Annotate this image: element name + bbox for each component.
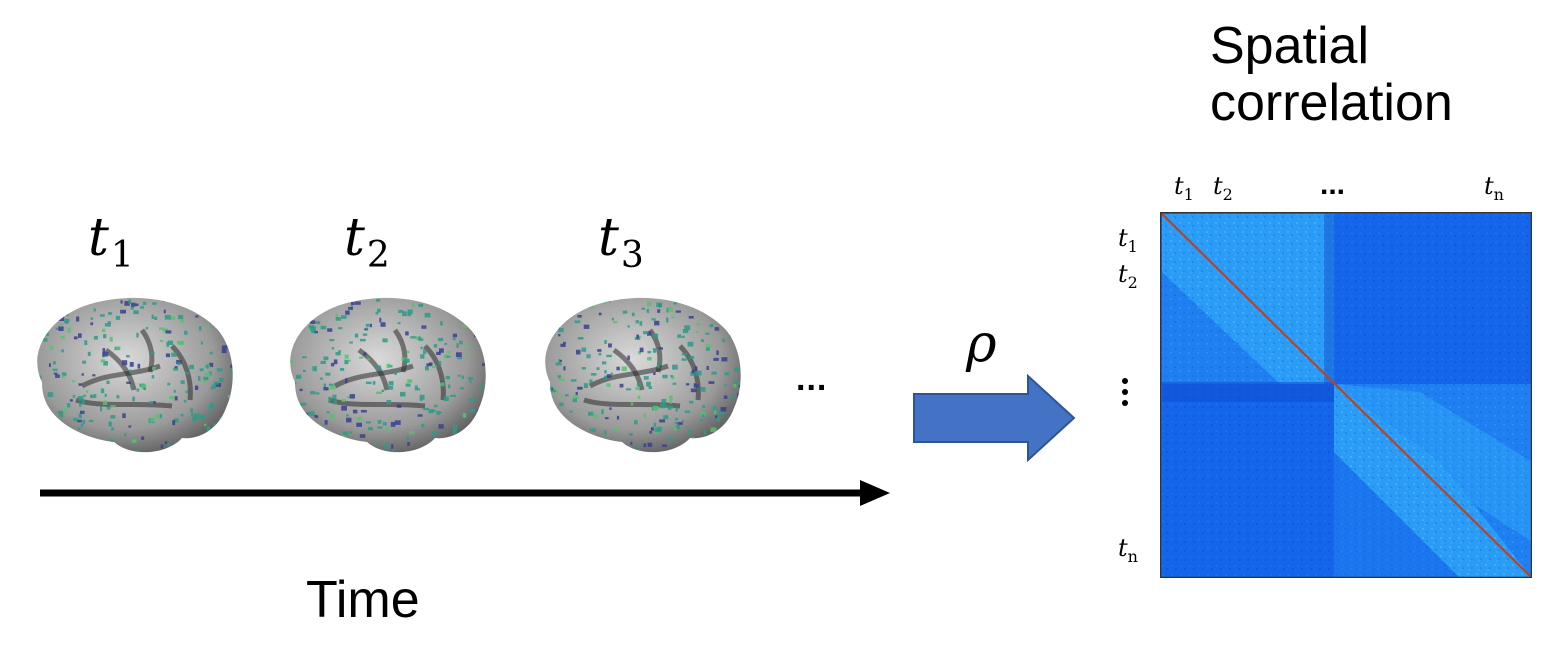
matrix-left-label-t2: t2: [1118, 260, 1138, 292]
matrix-left-ellipsis: [1122, 378, 1130, 411]
matrix-top-label-t2: t2: [1213, 172, 1233, 204]
brain-image-t2: [275, 290, 491, 465]
matrix-top-label-tn: tn: [1484, 172, 1504, 204]
brain-surface: [545, 297, 741, 453]
timepoint-label-3: t3: [598, 208, 644, 276]
time-axis-label: Time: [306, 571, 420, 629]
brain-ellipsis: ...: [796, 360, 828, 398]
matrix-title-line2: correlation: [1210, 74, 1453, 133]
matrix-title: Spatial correlation: [1210, 17, 1453, 133]
brain-image-t1: [22, 290, 238, 465]
transform-arrow: [913, 373, 1076, 463]
correlation-matrix: [1160, 212, 1532, 578]
matrix-left-label-tn: tn: [1118, 534, 1138, 566]
timepoint-label-1: t1: [88, 208, 134, 276]
timepoint-label-2: t2: [344, 208, 390, 276]
time-axis-arrow: [40, 480, 890, 506]
matrix-left-label-t1: t1: [1118, 224, 1138, 256]
correlation-operator-symbol: ρ: [966, 314, 997, 374]
matrix-top-ellipsis: ...: [1320, 168, 1346, 201]
matrix-diagonal: [1161, 213, 1531, 577]
brain-surface: [37, 297, 233, 453]
brain-image-t3: [530, 290, 746, 465]
matrix-top-label-t1: t1: [1174, 172, 1194, 204]
matrix-title-line1: Spatial: [1210, 17, 1369, 75]
